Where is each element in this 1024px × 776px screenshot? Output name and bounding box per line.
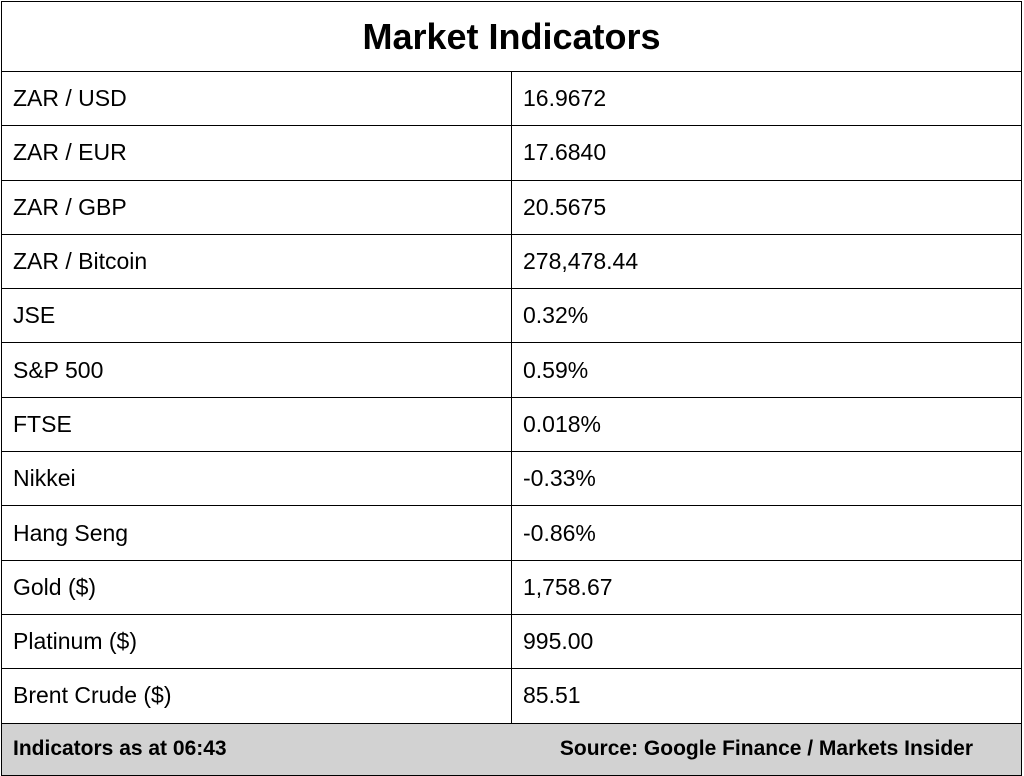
indicator-label: JSE	[1, 288, 512, 344]
indicator-value: 0.32%	[511, 288, 1022, 344]
indicator-value: 17.6840	[511, 125, 1022, 181]
indicator-label: ZAR / USD	[1, 70, 512, 127]
indicator-value: -0.33%	[511, 451, 1022, 507]
indicator-label: ZAR / EUR	[1, 125, 512, 181]
table-row: S&P 500 0.59%	[1, 342, 1022, 398]
table-row: ZAR / USD 16.9672	[1, 70, 1022, 127]
indicator-label: ZAR / GBP	[1, 179, 512, 235]
footer-row: Indicators as at 06:43 Source: Google Fi…	[1, 722, 1022, 776]
indicator-label: Gold ($)	[1, 559, 512, 615]
table-row: JSE 0.32%	[1, 288, 1022, 344]
title-row: Market Indicators	[1, 1, 1022, 72]
indicator-label: Brent Crude ($)	[1, 668, 512, 724]
indicator-label: Nikkei	[1, 451, 512, 507]
indicator-value: 20.5675	[511, 179, 1022, 235]
footer-content: Indicators as at 06:43 Source: Google Fi…	[13, 737, 1021, 761]
table-row: Gold ($) 1,758.67	[1, 559, 1022, 615]
table-row: Platinum ($) 995.00	[1, 613, 1022, 670]
table-row: ZAR / Bitcoin 278,478.44	[1, 233, 1022, 290]
table-row: Nikkei -0.33%	[1, 451, 1022, 507]
table-row: Hang Seng -0.86%	[1, 505, 1022, 561]
indicator-value: 0.59%	[511, 342, 1022, 398]
indicator-label: FTSE	[1, 396, 512, 453]
indicator-label: Hang Seng	[1, 505, 512, 561]
indicator-label: S&P 500	[1, 342, 512, 398]
table-title: Market Indicators	[1, 1, 1022, 72]
indicator-value: 0.018%	[511, 396, 1022, 453]
indicator-value: 85.51	[511, 668, 1022, 724]
indicator-value: 995.00	[511, 613, 1022, 670]
indicator-value: 278,478.44	[511, 233, 1022, 290]
footer-source: Source: Google Finance / Markets Insider	[559, 737, 973, 761]
indicator-label: Platinum ($)	[1, 613, 512, 670]
indicator-value: 16.9672	[511, 70, 1022, 127]
footer-timestamp: Indicators as at 06:43	[13, 737, 227, 761]
indicator-value: 1,758.67	[511, 559, 1022, 615]
table-row: ZAR / GBP 20.5675	[1, 179, 1022, 235]
table-row: Brent Crude ($) 85.51	[1, 668, 1022, 724]
table-row: ZAR / EUR 17.6840	[1, 125, 1022, 181]
indicator-label: ZAR / Bitcoin	[1, 233, 512, 290]
indicator-value: -0.86%	[511, 505, 1022, 561]
footer-cell: Indicators as at 06:43 Source: Google Fi…	[1, 722, 1022, 776]
table-row: FTSE 0.018%	[1, 396, 1022, 453]
